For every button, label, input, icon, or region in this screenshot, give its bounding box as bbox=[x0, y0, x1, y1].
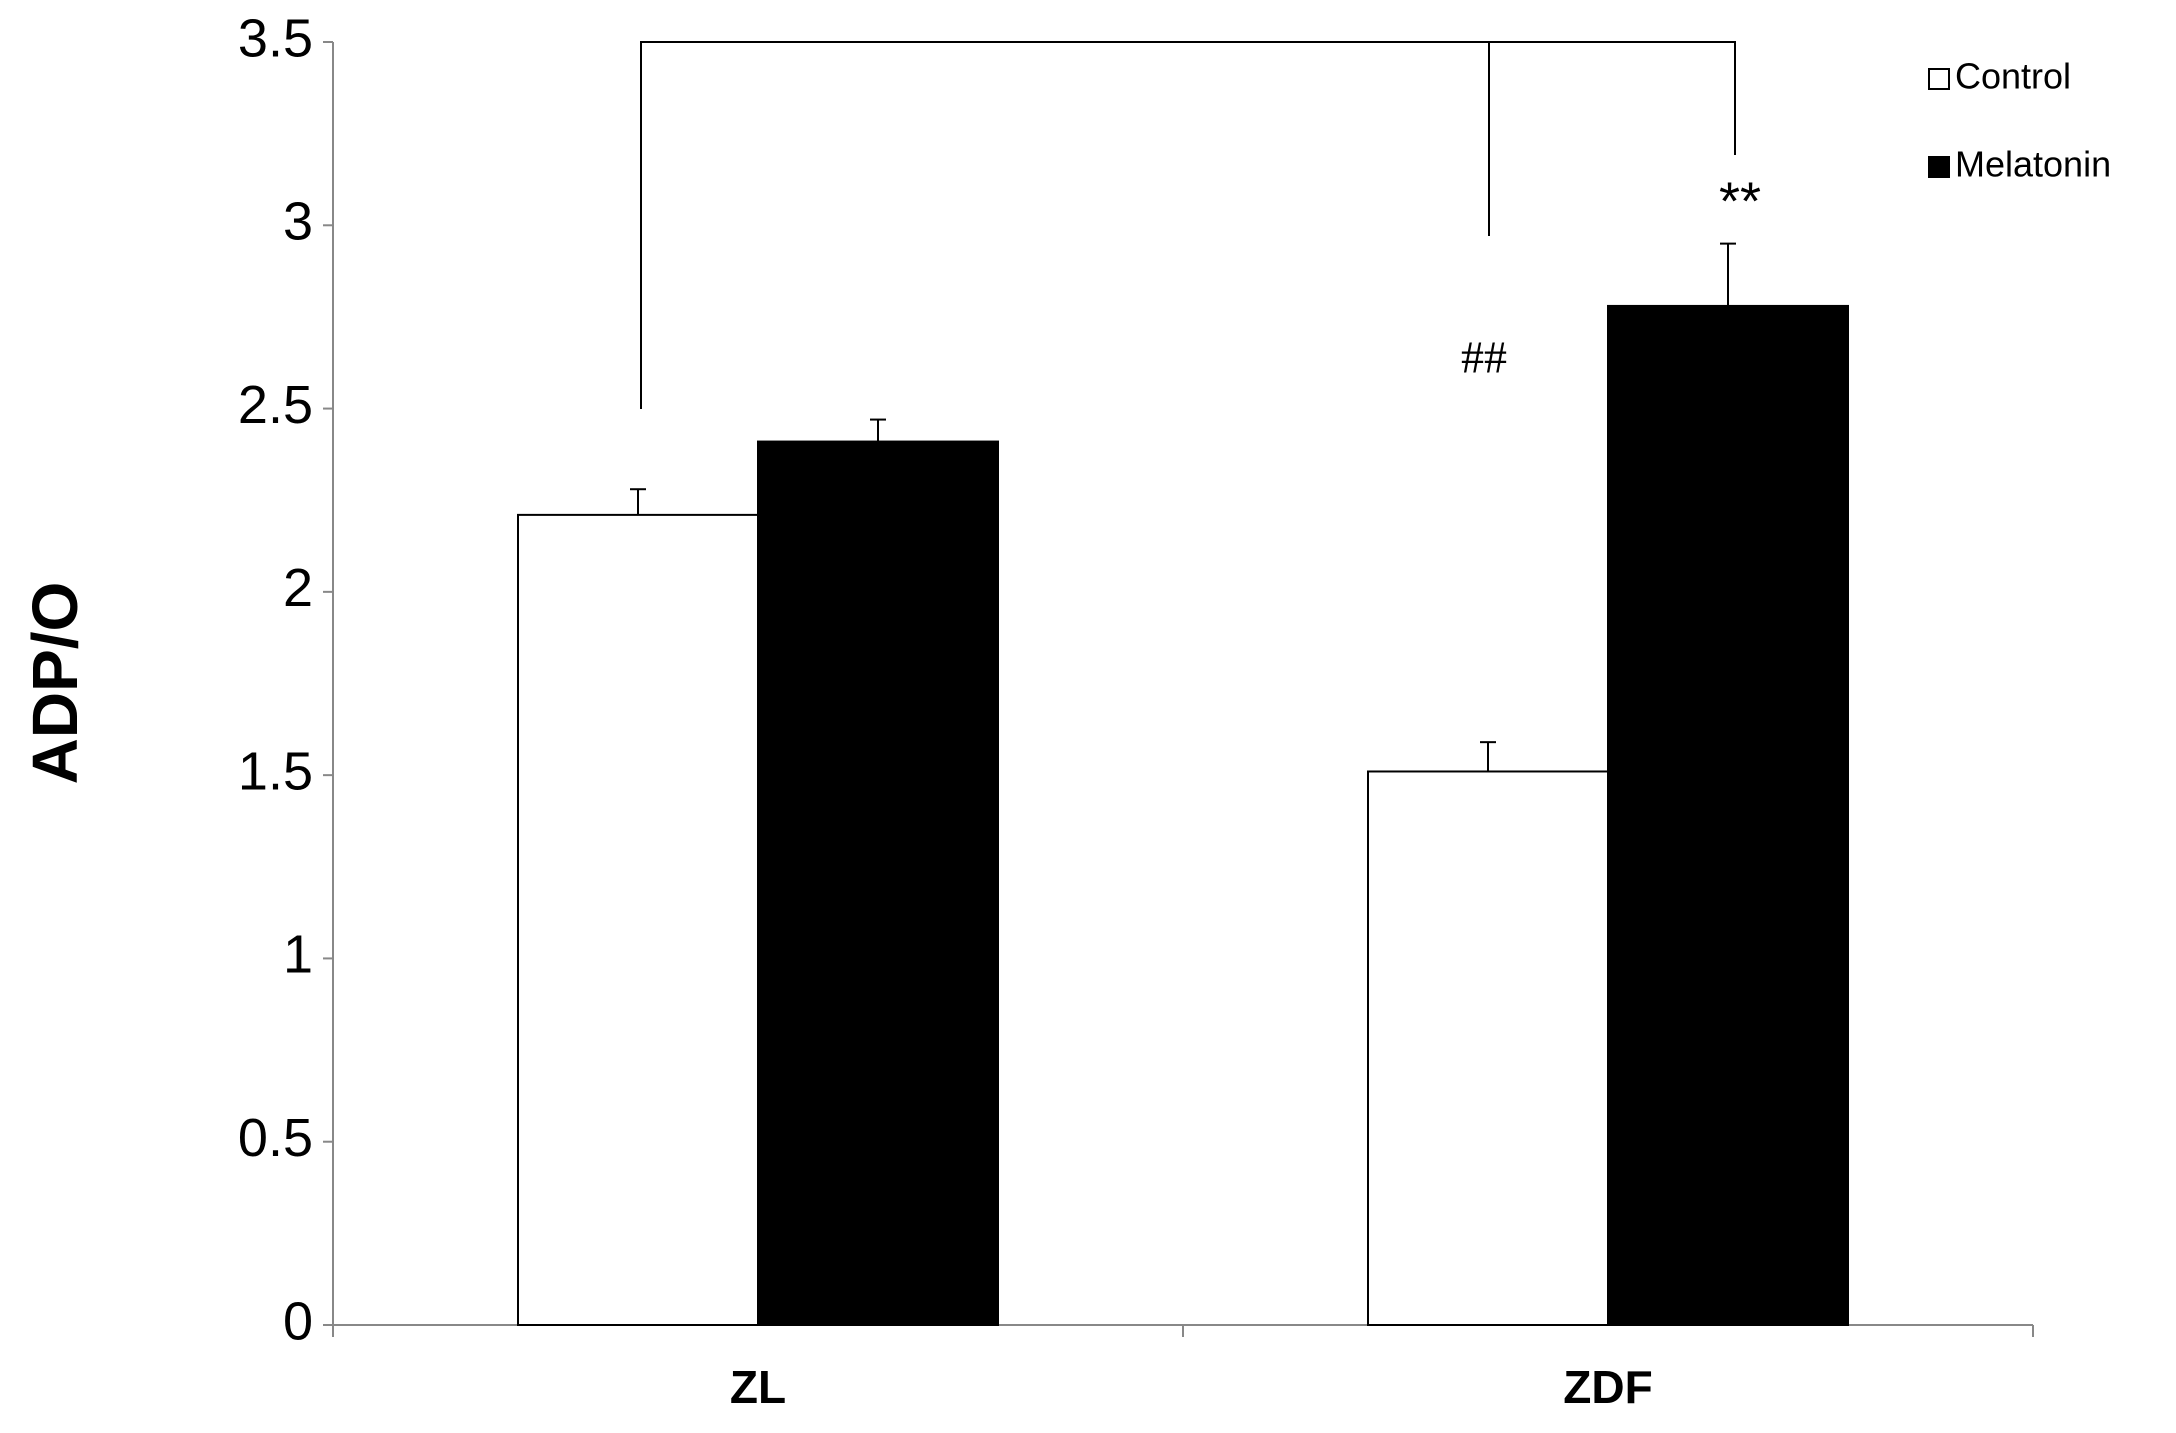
annotation: ## bbox=[1461, 332, 1507, 383]
bar bbox=[1367, 770, 1609, 1326]
y-axis-label: ADP/O bbox=[19, 582, 91, 785]
significance-brackets bbox=[640, 41, 1736, 409]
bar bbox=[517, 513, 759, 1326]
y-tick-label: 0 bbox=[283, 1291, 313, 1351]
legend-label: Control bbox=[1955, 56, 2071, 97]
legend-swatch bbox=[1928, 156, 1950, 178]
y-tick-label: 2 bbox=[283, 558, 313, 618]
bar bbox=[1607, 304, 1849, 1326]
y-tick-label: 3 bbox=[283, 192, 313, 252]
y-tick-label: 1.5 bbox=[238, 741, 313, 801]
legend-swatch bbox=[1928, 68, 1950, 90]
bar bbox=[757, 440, 999, 1326]
y-tick-label: 1 bbox=[283, 925, 313, 985]
y-tick-label: 0.5 bbox=[238, 1108, 313, 1168]
annotation: ** bbox=[1719, 171, 1761, 231]
x-tick-label: ZDF bbox=[1563, 1361, 1652, 1413]
legend-label: Melatonin bbox=[1955, 144, 2111, 185]
y-tick-label: 3.5 bbox=[238, 8, 313, 68]
x-tick-label: ZL bbox=[730, 1361, 786, 1413]
y-tick-label: 2.5 bbox=[238, 375, 313, 435]
